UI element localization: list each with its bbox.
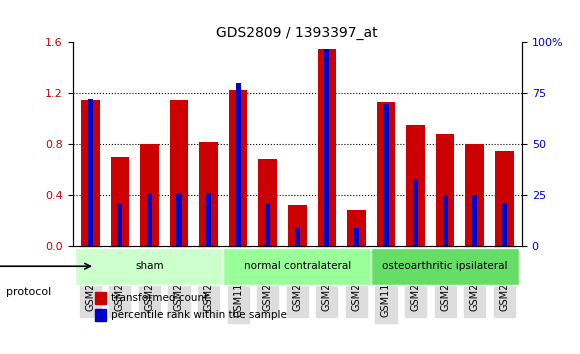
Bar (413, 179, 418, 246)
Text: transformed count: transformed count (111, 293, 208, 303)
Text: normal contralateral: normal contralateral (244, 261, 351, 271)
FancyBboxPatch shape (223, 248, 371, 285)
Text: osteoarthritic ipsilateral: osteoarthritic ipsilateral (382, 261, 508, 271)
Text: sham: sham (135, 261, 164, 271)
Bar (383, 103, 389, 246)
Bar (324, 48, 329, 246)
Bar (376, 102, 396, 246)
Bar (140, 144, 159, 246)
Bar (147, 193, 152, 246)
FancyBboxPatch shape (371, 248, 519, 285)
Bar (111, 157, 129, 246)
Bar (199, 142, 218, 246)
Bar (117, 203, 122, 246)
Bar (443, 195, 448, 246)
Bar (472, 195, 477, 246)
Bar (229, 90, 248, 246)
Bar (317, 49, 336, 246)
Bar (295, 228, 300, 246)
Bar (176, 193, 182, 246)
Bar (81, 100, 100, 246)
Text: protocol: protocol (6, 287, 51, 297)
Bar (406, 125, 425, 246)
Text: percentile rank within the sample: percentile rank within the sample (111, 310, 287, 320)
Bar (258, 159, 277, 246)
Bar (206, 193, 211, 246)
Bar (95, 292, 106, 304)
Bar (495, 150, 513, 246)
Bar (354, 228, 359, 246)
Bar (95, 309, 106, 321)
Bar (288, 205, 307, 246)
Bar (235, 83, 241, 246)
Bar (347, 210, 366, 246)
FancyBboxPatch shape (75, 248, 223, 285)
Bar (88, 99, 93, 246)
Bar (465, 144, 484, 246)
Bar (436, 134, 454, 246)
Bar (169, 100, 188, 246)
Bar (265, 203, 270, 246)
Bar (502, 203, 507, 246)
Title: GDS2809 / 1393397_at: GDS2809 / 1393397_at (216, 26, 378, 40)
